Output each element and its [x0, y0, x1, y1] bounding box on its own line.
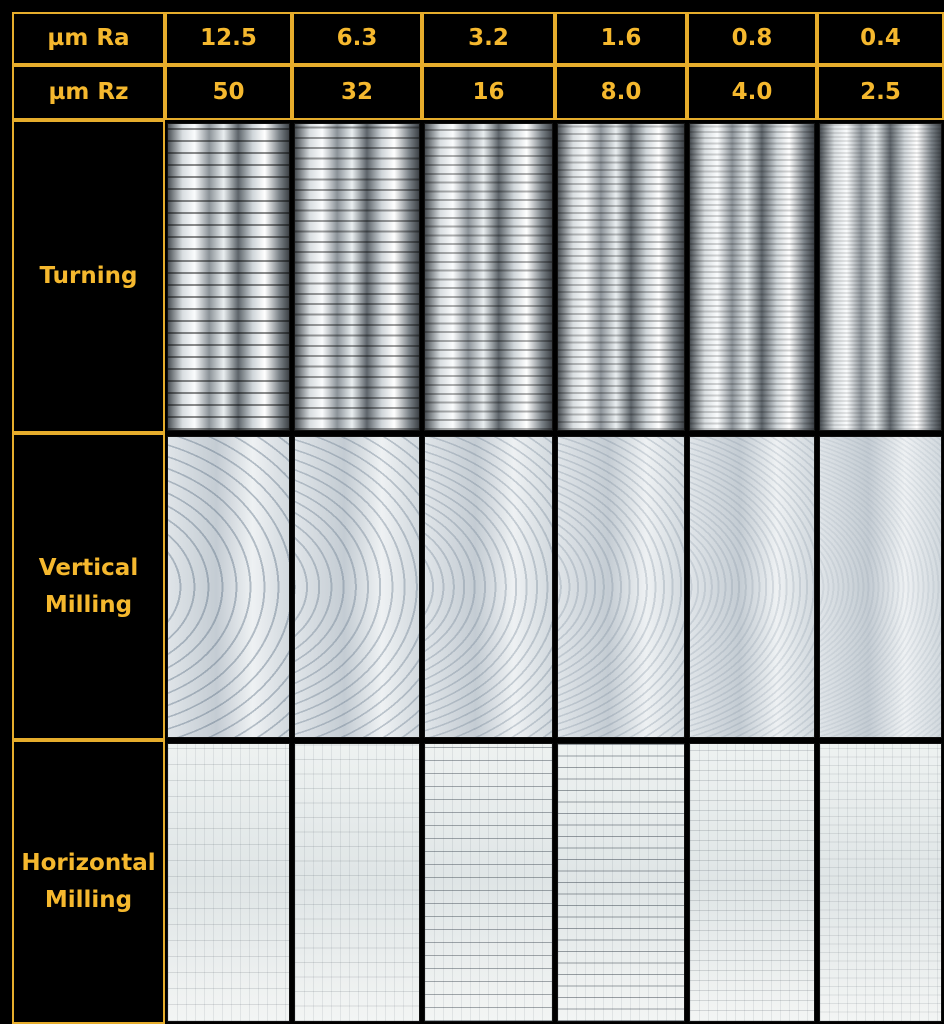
surface-sample: [294, 123, 420, 431]
surface-sample: [424, 123, 553, 431]
surface-sample: [167, 743, 290, 1022]
value-cell: 6.3: [292, 12, 422, 65]
surface-sample: [689, 436, 815, 738]
value-cell: 12.5: [165, 12, 292, 65]
value-cell: 32: [292, 65, 422, 120]
value-cell: 16: [422, 65, 555, 120]
process-label: Vertical Milling: [12, 433, 165, 740]
value-cell: 3.2: [422, 12, 555, 65]
row-label: µm Rz: [12, 65, 165, 120]
surface-sample: [819, 123, 942, 431]
value-cell: 1.6: [555, 12, 687, 65]
process-label: Horizontal Milling: [12, 740, 165, 1024]
surface-sample: [294, 743, 420, 1022]
process-label: Turning: [12, 120, 165, 433]
surface-sample: [424, 743, 553, 1022]
surface-sample: [557, 123, 685, 431]
surface-sample: [167, 436, 290, 738]
surface-sample: [424, 436, 553, 738]
surface-sample: [167, 123, 290, 431]
surface-sample: [819, 436, 942, 738]
surface-sample: [557, 743, 685, 1022]
value-cell: 8.0: [555, 65, 687, 120]
surface-sample: [689, 123, 815, 431]
value-cell: 0.4: [817, 12, 944, 65]
surface-sample: [557, 436, 685, 738]
row-label: µm Ra: [12, 12, 165, 65]
value-cell: 4.0: [687, 65, 817, 120]
value-cell: 2.5: [817, 65, 944, 120]
value-cell: 50: [165, 65, 292, 120]
value-cell: 0.8: [687, 12, 817, 65]
surface-sample: [294, 436, 420, 738]
surface-sample: [819, 743, 942, 1022]
surface-sample: [689, 743, 815, 1022]
